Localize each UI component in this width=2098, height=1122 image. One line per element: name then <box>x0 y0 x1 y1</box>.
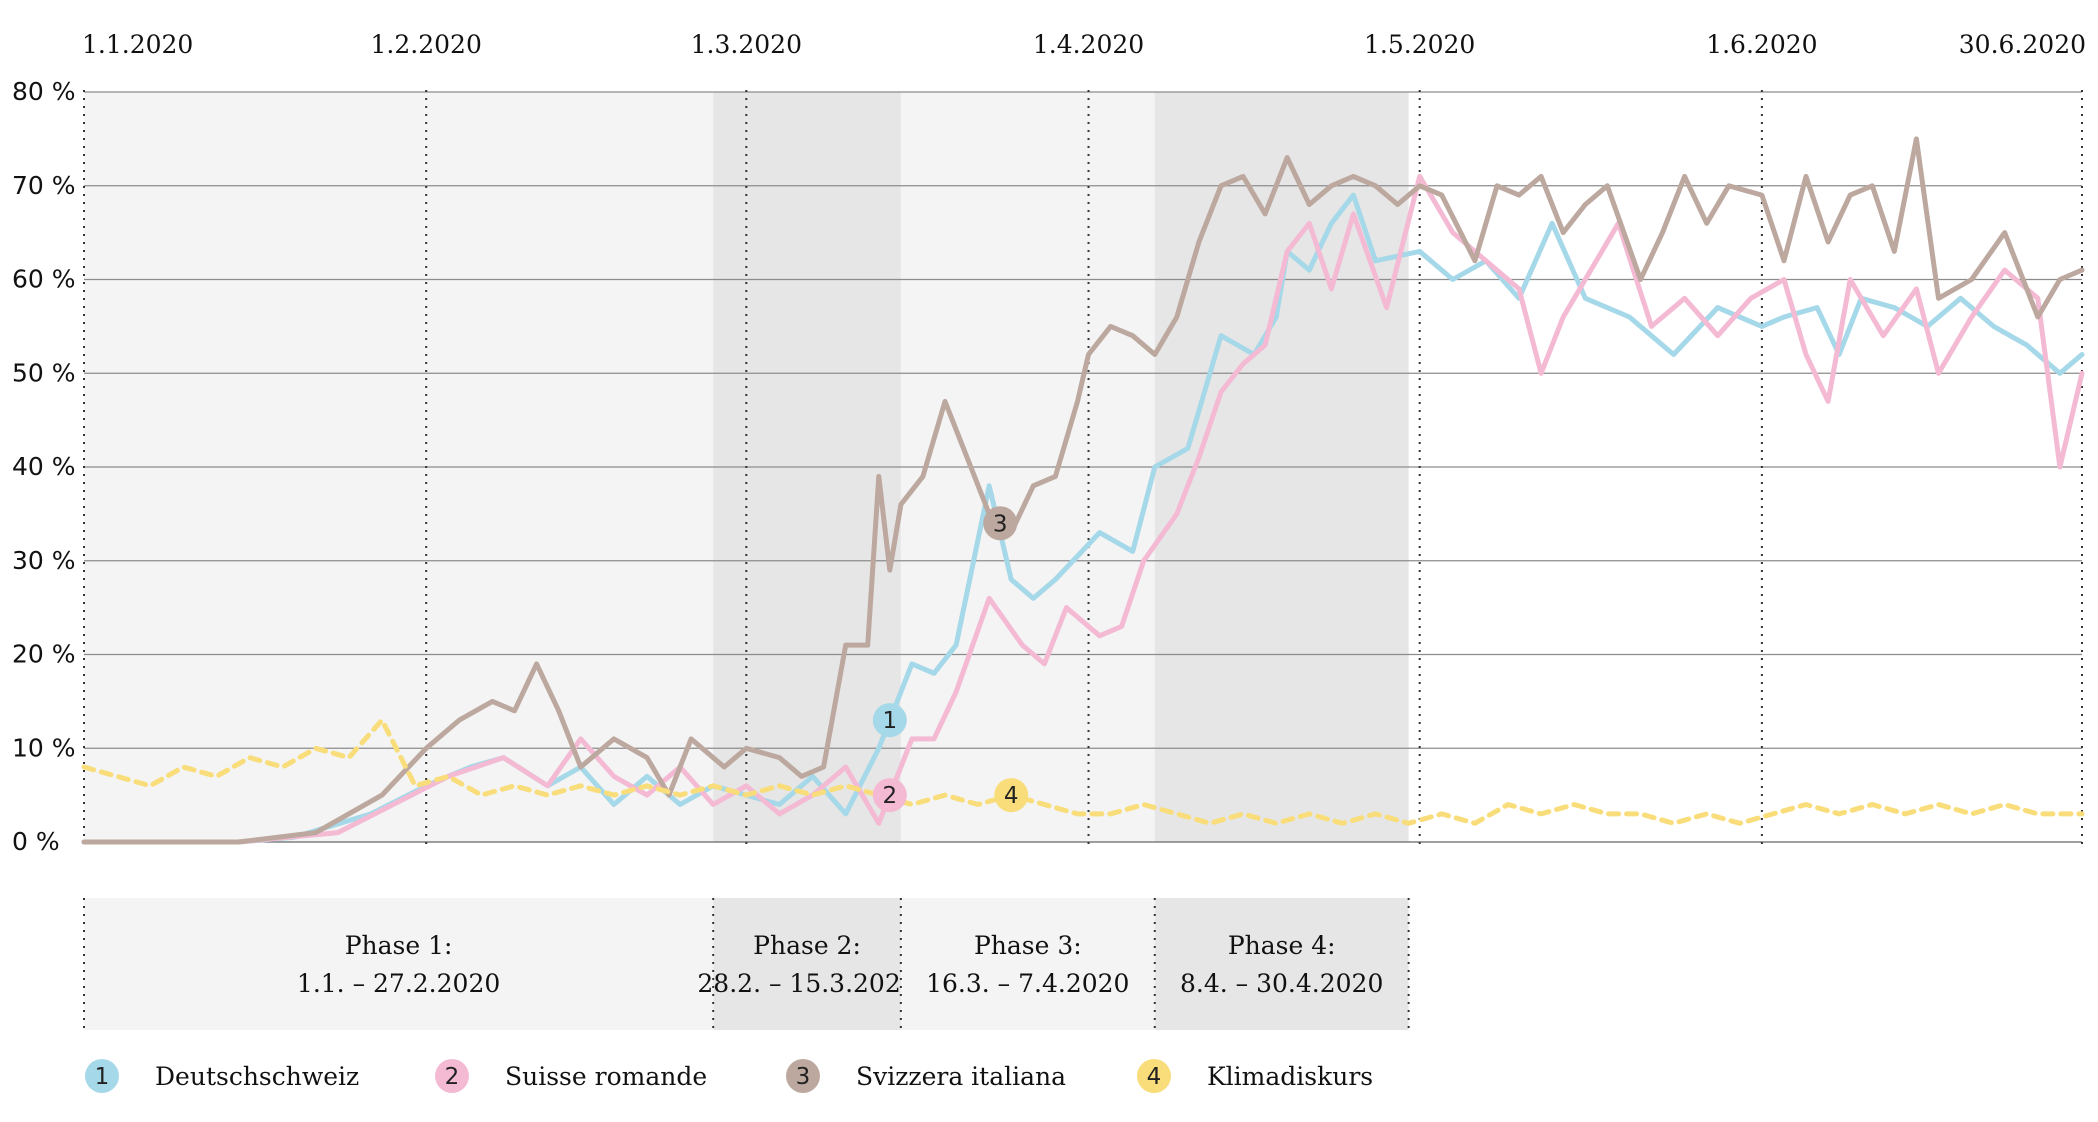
y-axis-ticks: 0 % 10 % 20 % 30 % 40 % 50 % 60 % 70 % 80 % <box>12 77 76 856</box>
phase-box-1 <box>84 898 714 1030</box>
legend-label: Deutschschweiz <box>155 1062 359 1091</box>
x-tick-label: 1.1.2020 <box>82 30 193 59</box>
legend-marker-3 <box>786 1059 820 1093</box>
legend-marker-1 <box>85 1059 119 1093</box>
y-tick-label: 20 % <box>12 640 76 669</box>
phase-box-2 <box>713 898 901 1030</box>
y-tick-label: 30 % <box>12 546 76 575</box>
legend: 1 Deutschschweiz 2 Suisse romande 3 Svizzera … <box>85 1059 1373 1093</box>
y-tick-label: 80 % <box>12 77 76 106</box>
series-marker-3 <box>983 506 1018 541</box>
y-tick-label: 50 % <box>12 358 76 387</box>
legend-marker-label: 2 <box>445 1064 460 1090</box>
phase-range: 8.4. – 30.4.2020 <box>1180 969 1383 998</box>
date-guide-lines <box>83 90 2083 844</box>
x-tick-label: 1.4.2020 <box>1033 30 1144 59</box>
series-marker-label: 2 <box>883 783 898 809</box>
x-tick-label: 1.6.2020 <box>1706 30 1817 59</box>
phase-range: 16.3. – 7.4.2020 <box>926 969 1129 998</box>
series-lines <box>81 136 2085 845</box>
legend-marker-label: 3 <box>796 1064 811 1090</box>
series-line-4 <box>81 717 2085 826</box>
legend-label: Klimadiskurs <box>1207 1062 1373 1091</box>
x-tick-label: 1.3.2020 <box>691 30 802 59</box>
series-marker-label: 1 <box>883 708 898 734</box>
x-tick-label: 1.5.2020 <box>1364 30 1475 59</box>
legend-marker-4 <box>1137 1059 1171 1093</box>
x-tick-label: 1.2.2020 <box>371 30 482 59</box>
series-marker-label: 3 <box>993 511 1008 537</box>
legend-marker-2 <box>435 1059 469 1093</box>
phase-box-4 <box>1154 898 1409 1030</box>
legend-marker-label: 4 <box>1147 1064 1162 1090</box>
phase-range: 1.1. – 27.2.2020 <box>297 969 500 998</box>
x-tick-label: 30.6.2020 <box>1959 30 2086 59</box>
phase-title: Phase 1: <box>345 931 453 960</box>
legend-marker-label: 1 <box>95 1064 110 1090</box>
y-tick-label: 10 % <box>12 733 76 762</box>
series-markers: 1 2 3 4 <box>872 506 1029 813</box>
phase-boxes: Phase 1: 1.1. – 27.2.2020 Phase 2: 28.2. – … <box>83 898 1410 1030</box>
y-tick-label: 70 % <box>12 171 76 200</box>
legend-label: Svizzera italiana <box>856 1062 1066 1091</box>
series-line-3 <box>81 136 2085 845</box>
phase-title: Phase 3: <box>974 931 1082 960</box>
series-marker-2 <box>872 778 907 813</box>
phase-title: Phase 4: <box>1228 931 1336 960</box>
legend-label: Suisse romande <box>505 1062 707 1091</box>
y-tick-label: 40 % <box>12 452 76 481</box>
series-marker-1 <box>872 703 907 738</box>
y-tick-label: 0 % <box>12 827 60 856</box>
series-marker-4 <box>994 778 1029 813</box>
phase-range: 28.2. – 15.3.2020 <box>697 969 916 998</box>
x-axis-ticks: 1.1.2020 1.2.2020 1.3.2020 1.4.2020 1.5.2020… <box>82 30 2086 59</box>
phase-title: Phase 2: <box>753 931 861 960</box>
y-tick-label: 60 % <box>12 265 76 294</box>
phase-box-3 <box>900 898 1155 1030</box>
series-marker-label: 4 <box>1004 783 1019 809</box>
